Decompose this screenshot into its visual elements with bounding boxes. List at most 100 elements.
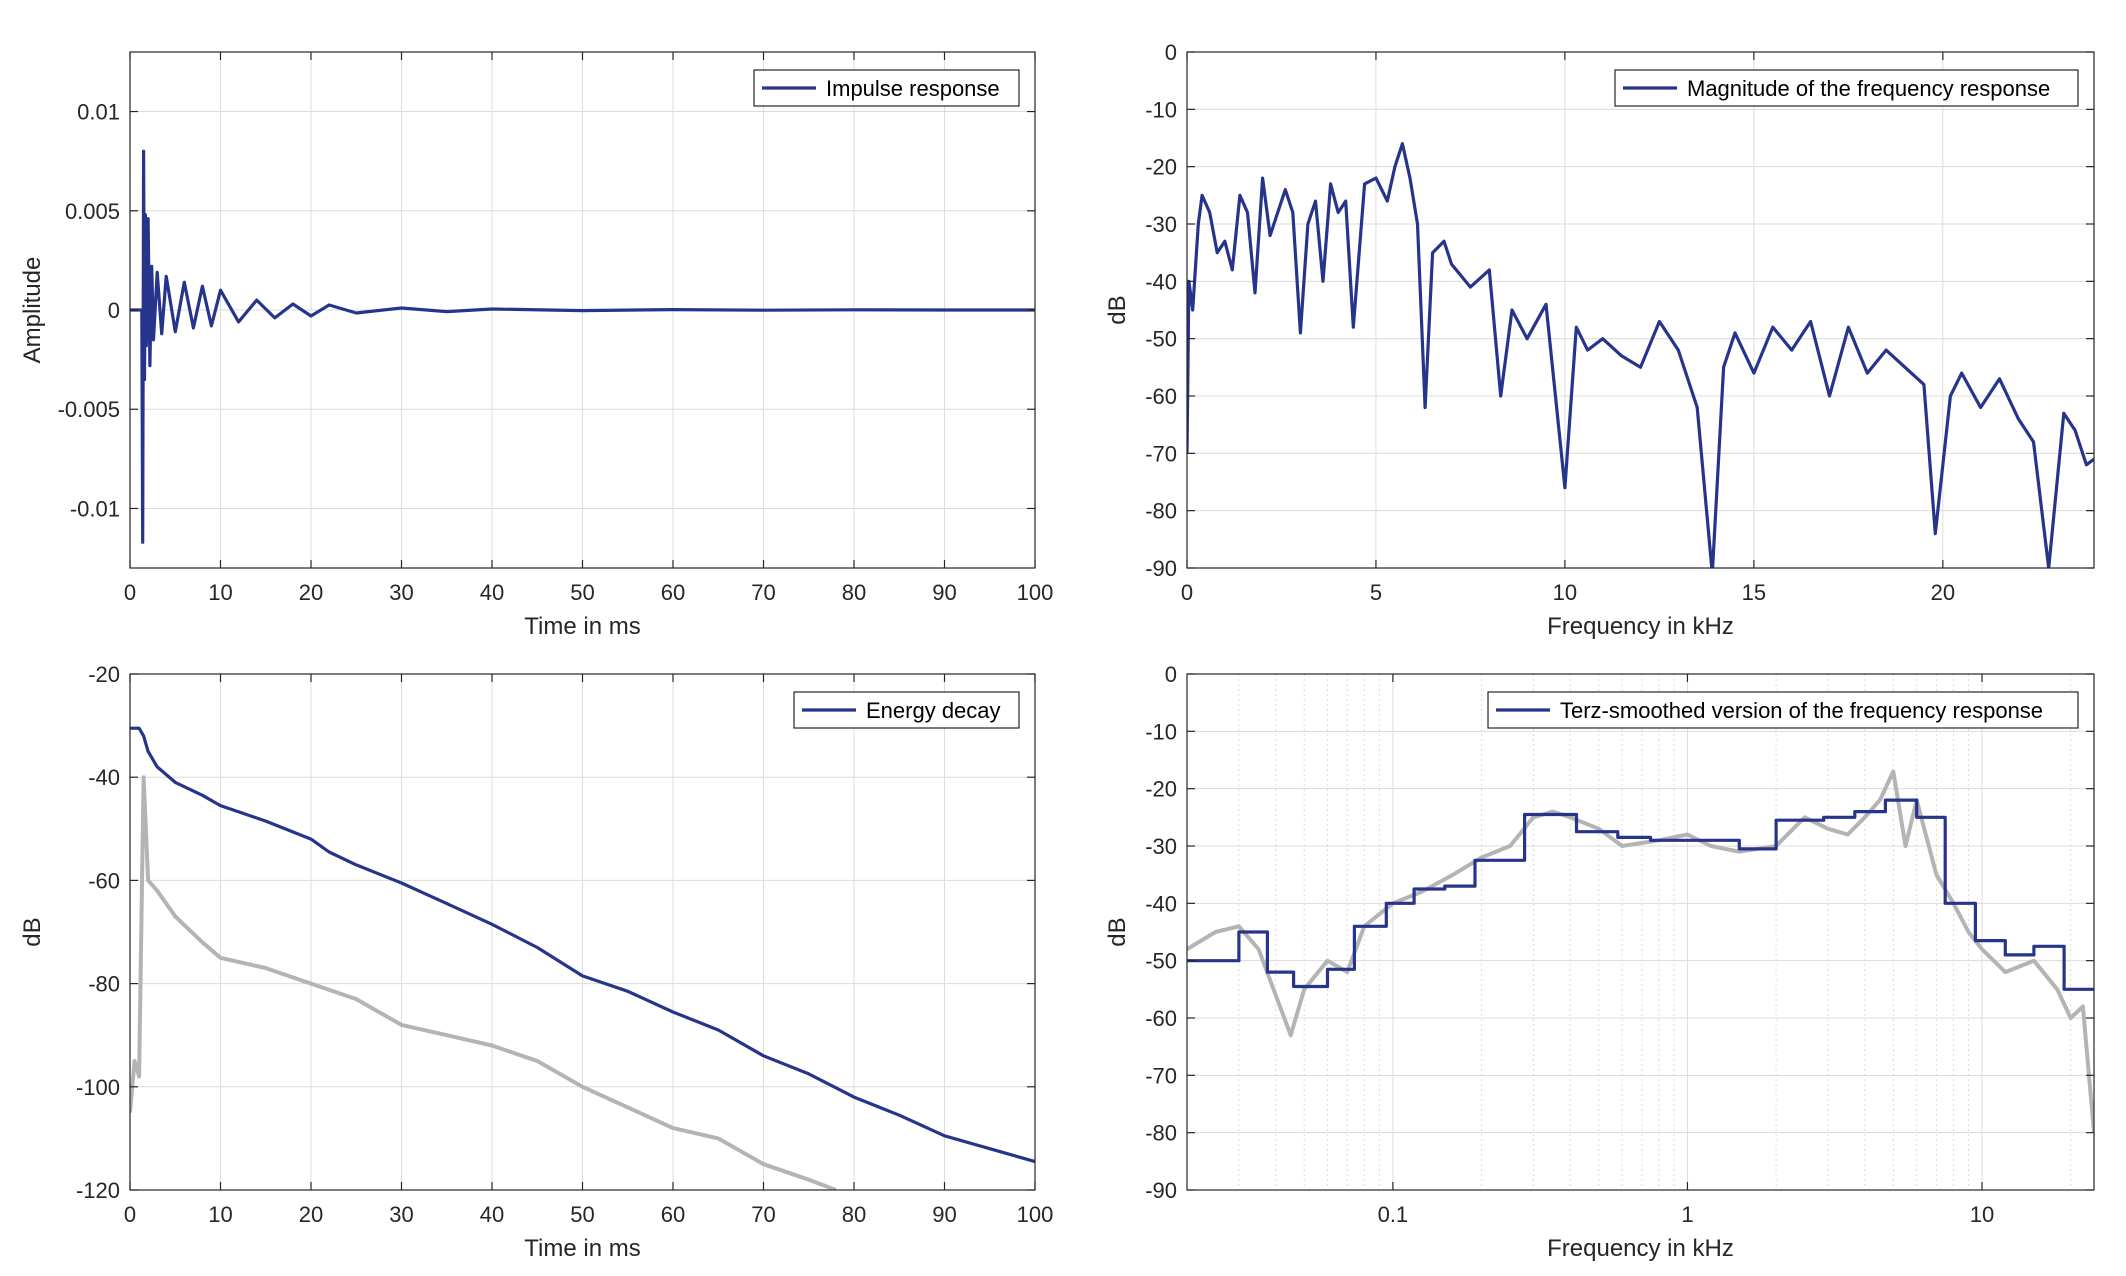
legend: Terz-smoothed version of the frequency r… (1487, 691, 2079, 729)
x-tick-label: 10 (208, 1202, 232, 1227)
energy-decay-panel: 0 10 20 30 40 50 60 70 80 90 100 -20 -40 -60 -80 -100 -1… (19, 662, 1053, 1262)
y-tick-label: -80 (88, 972, 120, 997)
x-tick-label: 20 (299, 580, 323, 605)
legend-label: Magnitude of the frequency response (1687, 76, 2050, 101)
x-tick-label: 80 (842, 580, 866, 605)
y-axis-label: dB (1104, 917, 1131, 946)
x-tick-label: 15 (1742, 580, 1766, 605)
legend-box (1487, 691, 2079, 729)
y-tick-label: 0.01 (77, 100, 120, 125)
series-lines (1187, 769, 2094, 1133)
legend: Energy decay (793, 691, 1020, 729)
y-tick-label: -50 (1145, 949, 1177, 974)
x-axis-label: Frequency in kHz (1547, 1235, 1734, 1262)
plot-area (1187, 674, 2094, 1190)
x-tick-label: 10 (1970, 1202, 1994, 1227)
x-axis-label: Frequency in kHz (1547, 613, 1734, 640)
y-tick-label: -10 (1145, 97, 1177, 122)
x-tick-label: 5 (1370, 580, 1382, 605)
series-lines (130, 149, 1035, 544)
x-tick-label: 0 (124, 1202, 136, 1227)
x-tick-label: 90 (932, 580, 956, 605)
y-tick-label: -60 (88, 868, 120, 893)
legend: Impulse response (753, 69, 1020, 107)
x-tick-label: 0 (1181, 580, 1193, 605)
y-tick-label: -0.005 (58, 397, 120, 422)
y-tick-label: -30 (1145, 834, 1177, 859)
x-tick-label: 20 (299, 1202, 323, 1227)
x-tick-label: 80 (842, 1202, 866, 1227)
x-tick-label: 30 (389, 1202, 413, 1227)
series-line-background-0 (1187, 769, 2094, 1133)
x-tick-label: 50 (570, 580, 594, 605)
x-tick-label: 10 (208, 580, 232, 605)
y-tick-label: -20 (1145, 777, 1177, 802)
y-tick-label: -40 (1145, 891, 1177, 916)
x-tick-label: 60 (661, 580, 685, 605)
y-tick-label: -20 (1145, 155, 1177, 180)
x-tick-label: 60 (661, 1202, 685, 1227)
x-tick-label: 70 (751, 1202, 775, 1227)
x-tick-label: 10 (1553, 580, 1577, 605)
axes-frame (1186, 673, 2095, 1191)
series-line-impulse-response (130, 149, 1035, 544)
terz-smoothed-panel: 0.1 1 10 0 -10 -20 -30 -40 -50 -60 -70 -80 -90 Freque… (1104, 662, 2095, 1262)
x-tick-label: 40 (480, 580, 504, 605)
y-axis-label: dB (1104, 295, 1131, 324)
y-tick-label: -90 (1145, 556, 1177, 581)
y-tick-label: -70 (1145, 1063, 1177, 1088)
axes-frame (1186, 51, 2095, 569)
x-tick-label: 0 (124, 580, 136, 605)
y-tick-label: -40 (1145, 269, 1177, 294)
y-tick-label: -40 (88, 765, 120, 790)
y-tick-label: -120 (76, 1178, 120, 1203)
y-tick-label: 0 (108, 298, 120, 323)
legend-label: Impulse response (826, 76, 1000, 101)
series-lines (130, 726, 1035, 1190)
y-tick-label: -30 (1145, 212, 1177, 237)
y-axis-label: dB (19, 917, 46, 946)
series-line-background-0 (130, 775, 837, 1190)
magnitude-panel: 0 5 10 15 20 0 -10 -20 -30 -40 -50 -60 -70 -80 -90 Freq… (1104, 40, 2095, 640)
y-tick-label: -20 (88, 662, 120, 687)
legend-label: Energy decay (866, 698, 1001, 723)
y-tick-label: -60 (1145, 1006, 1177, 1031)
series-line-energy-decay (130, 726, 1035, 1164)
y-tick-label: -80 (1145, 499, 1177, 524)
y-tick-label: -70 (1145, 441, 1177, 466)
y-axis-label: Amplitude (19, 257, 46, 364)
grid-lines (129, 673, 1036, 1191)
y-tick-label: -80 (1145, 1121, 1177, 1146)
x-tick-label: 100 (1017, 580, 1054, 605)
impulse-response-panel: 0 10 20 30 40 50 60 70 80 90 100 0.01 0.005 0 -0.005 -0… (19, 51, 1054, 640)
y-tick-label: 0.005 (65, 199, 120, 224)
y-tick-label: -0.01 (70, 496, 120, 521)
x-axis-label: Time in ms (524, 1235, 640, 1262)
x-tick-label: 70 (751, 580, 775, 605)
x-tick-label: 30 (389, 580, 413, 605)
y-tick-label: 0 (1165, 662, 1177, 687)
x-tick-label: 100 (1017, 1202, 1054, 1227)
y-tick-label: -60 (1145, 384, 1177, 409)
x-tick-label: 50 (570, 1202, 594, 1227)
y-tick-label: 0 (1165, 40, 1177, 65)
x-tick-label: 0.1 (1378, 1202, 1409, 1227)
y-tick-label: -100 (76, 1075, 120, 1100)
x-tick-label: 90 (932, 1202, 956, 1227)
y-tick-label: -90 (1145, 1178, 1177, 1203)
series-line-terz-smoothed-version-of-the-frequency-response (1187, 798, 2094, 991)
x-axis-label: Time in ms (524, 613, 640, 640)
x-tick-label: 1 (1681, 1202, 1693, 1227)
x-tick-label: 40 (480, 1202, 504, 1227)
legend-box (1614, 69, 2079, 107)
series-lines (1187, 142, 2094, 568)
x-tick-label: 20 (1931, 580, 1955, 605)
legend-label: Terz-smoothed version of the frequency r… (1560, 698, 2043, 723)
series-line-magnitude-of-the-frequency-response (1187, 142, 2094, 568)
legend: Magnitude of the frequency response (1614, 69, 2079, 107)
y-tick-label: -10 (1145, 719, 1177, 744)
grid-lines (1187, 673, 2094, 1191)
y-tick-label: -50 (1145, 327, 1177, 352)
plot-area (1187, 52, 2094, 568)
